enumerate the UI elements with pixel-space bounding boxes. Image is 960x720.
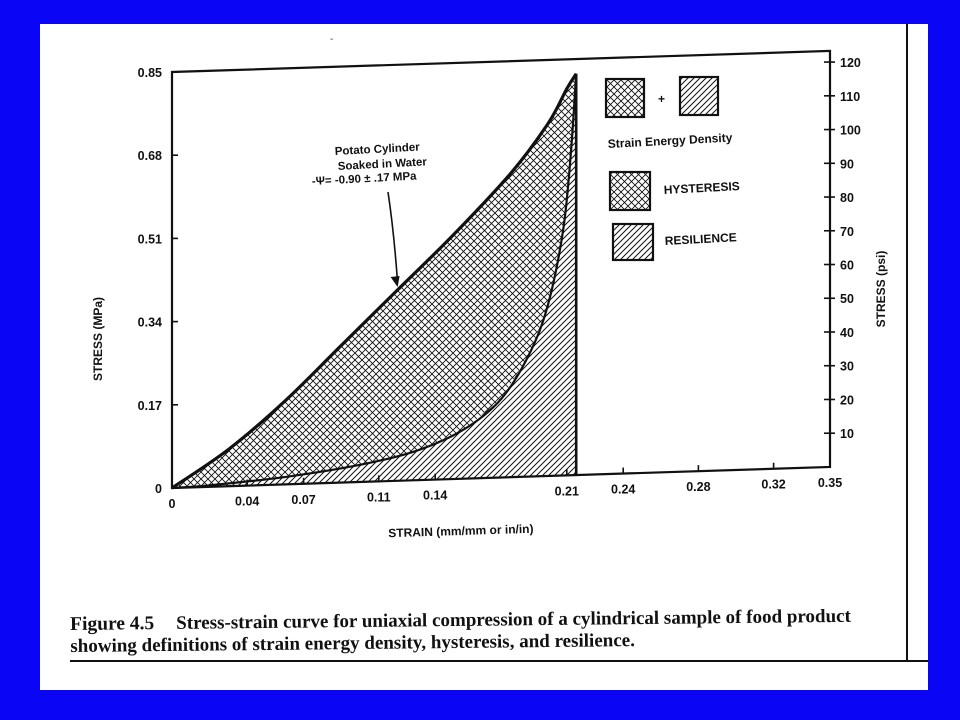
- legend-resilience-swatch-top: [678, 75, 720, 117]
- page-border-bottom: [70, 660, 928, 662]
- y2-tick-label: 120: [840, 56, 861, 70]
- x-tick-label: 0.28: [686, 480, 710, 494]
- y2-tick-label: 30: [840, 360, 854, 374]
- y2-tick-label: 10: [840, 427, 854, 441]
- y2-tick-label: 110: [840, 90, 860, 104]
- figure-caption: Figure 4.5 Stress-strain curve for uniaxi…: [70, 605, 920, 658]
- y-tick-label: 0: [155, 482, 162, 496]
- y2-tick-label: 70: [840, 225, 854, 239]
- legend-resilience-swatch: [611, 222, 655, 262]
- y2-tick-label: 40: [840, 326, 854, 340]
- y2-tick-label: 50: [840, 292, 854, 306]
- y-tick-label: 0.85: [138, 66, 162, 80]
- x-tick-label: 0: [169, 497, 176, 511]
- annotation-arrowhead: [390, 276, 400, 288]
- y2-tick-label: 60: [840, 259, 854, 273]
- y2-axis-title: STRESS (psi): [874, 251, 888, 328]
- y-tick-label: 0.17: [138, 399, 162, 413]
- y2-tick-label: 90: [840, 157, 854, 171]
- y2-tick-label: 20: [840, 393, 854, 407]
- legend-title: Strain Energy Density: [607, 130, 733, 151]
- plot-border: [170, 49, 832, 490]
- x-tick-label: 0.24: [611, 483, 635, 497]
- y2-tick-label: 100: [840, 124, 861, 138]
- legend-resilience-label: RESILIENCE: [664, 230, 737, 248]
- x-tick-label: 0.35: [818, 476, 842, 490]
- unloading-curve: [171, 73, 578, 490]
- y2-tick-label: 80: [840, 191, 854, 205]
- loading-curve: [171, 72, 578, 490]
- y-axis-title: STRESS (MPa): [91, 297, 105, 381]
- legend-hysteresis-swatch-top: [604, 77, 646, 119]
- x-tick-label: 0.14: [423, 489, 447, 503]
- annotation-line-3: -Ψ= -0.90 ± .17 MPa: [312, 170, 418, 187]
- x-tick-label: 0.21: [555, 484, 579, 498]
- stress-strain-chart: 0 0.04 0.07 0.11 0.14 0.21 0.24 0.28 0.32 0.35 0 0.…: [91, 49, 888, 541]
- resilience-area: [172, 73, 577, 488]
- y-tick-label: 0.68: [138, 149, 162, 163]
- x-tick-label: 0.04: [235, 495, 259, 509]
- y-tick-label: 0.51: [138, 232, 162, 246]
- page-border-right: [906, 24, 908, 662]
- scanned-page: - 0 0.04 0.07 0.11 0.14 0.21 0.24 0.28 0.32 0.35 0…: [40, 24, 928, 690]
- caption-label: Figure 4.5: [70, 613, 155, 635]
- y-tick-label: 0.34: [138, 316, 162, 330]
- annotation-arrow: [387, 191, 399, 284]
- caption-text: Stress-strain curve for uniaxial compres…: [70, 605, 851, 657]
- hysteresis-area: [172, 73, 577, 488]
- legend-hysteresis-label: HYSTERESIS: [663, 179, 740, 197]
- scan-mark: -: [330, 34, 334, 45]
- x-tick-label: 0.32: [761, 478, 785, 492]
- legend-hysteresis-swatch: [608, 170, 652, 212]
- x-tick-label: 0.07: [291, 493, 315, 507]
- x-axis-title: STRAIN (mm/mm or in/in): [388, 522, 534, 541]
- annotation-line-2: Soaked in Water: [338, 156, 428, 173]
- annotation-line-1: Potato Cylinder: [335, 142, 421, 158]
- x-tick-label: 0.11: [367, 490, 391, 504]
- legend-plus: +: [658, 92, 665, 106]
